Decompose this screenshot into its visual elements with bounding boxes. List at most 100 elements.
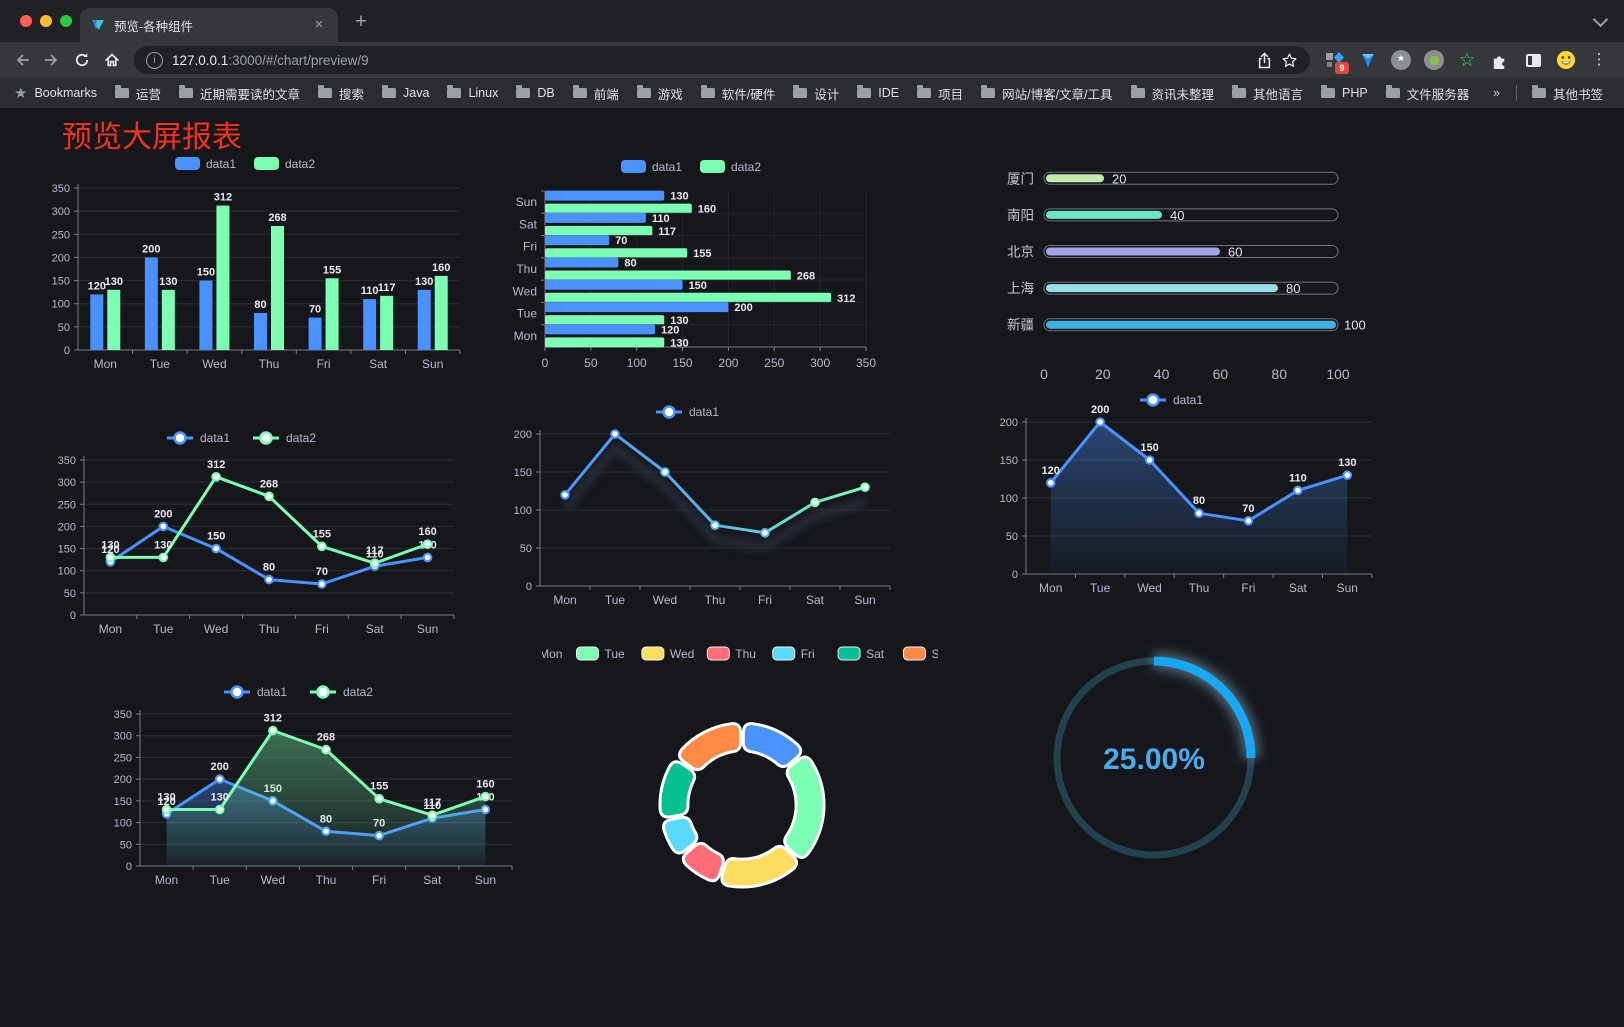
address-bar[interactable]: i 127.0.0.1:3000/#/chart/preview/9 [134, 46, 1310, 74]
svg-text:150: 150 [52, 276, 70, 288]
site-info-icon[interactable]: i [146, 51, 163, 69]
svg-text:120: 120 [88, 280, 106, 292]
svg-text:110: 110 [652, 213, 670, 225]
svg-text:50: 50 [520, 543, 532, 555]
svg-text:130: 130 [154, 539, 172, 551]
tab-search-chevron-icon[interactable] [1592, 11, 1609, 28]
svg-text:350: 350 [856, 356, 876, 370]
svg-text:110: 110 [1289, 472, 1307, 484]
svg-text:268: 268 [268, 212, 286, 224]
back-button[interactable] [8, 46, 36, 74]
reload-button[interactable] [68, 46, 96, 74]
extension-asterisk-icon[interactable]: * [1390, 49, 1412, 71]
tab-close-icon[interactable]: × [314, 16, 324, 33]
bookmark-item[interactable]: 项目 [908, 82, 972, 104]
forward-button[interactable] [38, 46, 66, 74]
svg-text:200: 200 [734, 302, 752, 314]
close-window-button[interactable] [20, 15, 32, 27]
svg-text:200: 200 [211, 761, 229, 773]
svg-text:Wed: Wed [202, 357, 226, 371]
bookmark-item[interactable]: 软件/硬件 [692, 82, 784, 104]
bookmark-item[interactable]: 前端 [564, 82, 628, 104]
svg-text:Sat: Sat [423, 873, 442, 887]
emoji-extension-icon[interactable] [1555, 49, 1577, 71]
bookmark-item[interactable]: 文件服务器 [1377, 82, 1479, 104]
svg-text:Thu: Thu [259, 357, 280, 371]
home-button[interactable] [98, 46, 126, 74]
bookmark-item[interactable]: 网站/博客/文章/工具 [972, 82, 1121, 104]
svg-text:200: 200 [52, 252, 70, 264]
svg-text:80: 80 [1271, 366, 1287, 382]
bookmark-item[interactable]: DB [507, 82, 563, 104]
bookmark-item[interactable]: 运营 [106, 82, 170, 104]
folder-icon [981, 85, 996, 98]
tab-favicon-icon [92, 20, 104, 30]
bookmark-item[interactable]: 资讯未整理 [1122, 82, 1224, 104]
svg-text:Sat: Sat [366, 622, 385, 636]
extensions-puzzle-icon[interactable] [1489, 49, 1511, 71]
bookmark-star-icon[interactable] [1281, 52, 1298, 69]
url-text[interactable]: 127.0.0.1:3000/#/chart/preview/9 [172, 52, 369, 68]
svg-text:70: 70 [615, 235, 627, 247]
svg-text:data2: data2 [343, 685, 373, 699]
folder-icon [114, 85, 129, 98]
svg-text:data1: data1 [200, 431, 230, 445]
other-bookmarks[interactable]: 其他书签 [1523, 82, 1612, 104]
donut-chart: Mon Tue Wed Thu Fri Sat Sun [542, 640, 938, 972]
browser-tab[interactable]: 预览-各种组件 × [80, 8, 338, 42]
svg-text:Mon: Mon [155, 873, 178, 887]
bookmark-item[interactable]: Linux [438, 82, 507, 104]
svg-text:80: 80 [624, 258, 636, 270]
maximize-window-button[interactable] [60, 15, 72, 27]
folder-icon [572, 85, 587, 98]
svg-text:250: 250 [764, 356, 784, 370]
svg-text:155: 155 [323, 264, 341, 276]
minimize-window-button[interactable] [40, 15, 52, 27]
svg-text:20: 20 [1112, 171, 1126, 186]
bookmarks-overflow-chevron[interactable]: » [1493, 86, 1500, 100]
browser-menu-icon[interactable]: ⋮ [1591, 51, 1607, 68]
new-tab-button[interactable]: + [354, 10, 368, 33]
extension-grid-icon[interactable]: 9 [1324, 49, 1349, 74]
bookmark-item[interactable]: 设计 [784, 82, 848, 104]
bookmark-item[interactable]: IDE [848, 82, 908, 104]
svg-text:300: 300 [58, 477, 76, 489]
svg-text:50: 50 [64, 588, 76, 600]
svg-text:Thu: Thu [259, 622, 280, 636]
svg-text:0: 0 [1040, 366, 1048, 382]
svg-text:350: 350 [114, 709, 132, 721]
folder-icon [318, 85, 333, 98]
share-icon[interactable] [1257, 51, 1272, 69]
bookmark-item[interactable]: 近期需要读的文章 [170, 82, 309, 104]
svg-text:60: 60 [1228, 245, 1242, 260]
svg-text:Tue: Tue [210, 873, 231, 887]
extension-dot-icon[interactable] [1423, 49, 1445, 71]
svg-text:130: 130 [157, 792, 175, 804]
svg-text:160: 160 [698, 204, 716, 216]
bookmark-item[interactable]: 搜索 [309, 82, 373, 104]
bookmark-item[interactable]: 游戏 [628, 82, 692, 104]
svg-text:130: 130 [1338, 457, 1356, 469]
bookmarks-star-icon: ★ [14, 85, 28, 102]
extension-star-icon[interactable]: ☆ [1458, 49, 1476, 71]
svg-text:Mon: Mon [514, 329, 537, 343]
svg-text:150: 150 [207, 531, 225, 543]
folder-icon [516, 85, 531, 98]
bookmark-item[interactable]: Java [373, 82, 438, 104]
bookmark-item[interactable]: PHP [1312, 82, 1377, 104]
tab-strip: 预览-各种组件 × + [0, 0, 1624, 42]
svg-text:160: 160 [432, 262, 450, 274]
folder-icon [917, 85, 932, 98]
extension-badge: 9 [1335, 62, 1349, 74]
svg-text:Sun: Sun [854, 593, 875, 607]
bookmark-item[interactable]: 其他语言 [1223, 82, 1312, 104]
sidebar-toggle-icon[interactable] [1522, 49, 1544, 71]
svg-text:130: 130 [159, 276, 177, 288]
svg-text:Thu: Thu [316, 873, 337, 887]
svg-text:Fri: Fri [801, 647, 815, 661]
svg-text:Sat: Sat [866, 647, 885, 661]
svg-text:150: 150 [1000, 455, 1018, 467]
extension-gem-icon[interactable] [1357, 49, 1379, 71]
svg-text:300: 300 [52, 206, 70, 218]
bookmarks-manager[interactable]: ★ Bookmarks [12, 82, 106, 104]
